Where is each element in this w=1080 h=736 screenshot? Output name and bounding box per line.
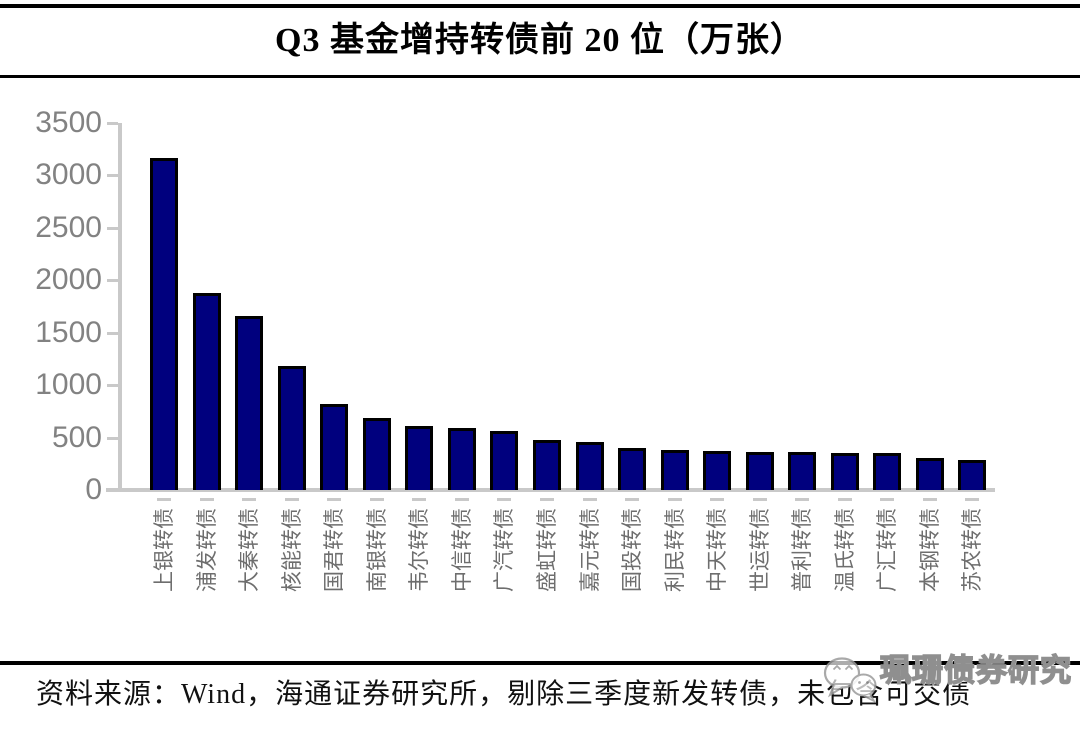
y-axis-tick-label: 1500 <box>35 316 102 349</box>
footer-rule <box>0 661 1080 665</box>
x-axis-tick <box>795 498 809 501</box>
x-axis-tick <box>625 498 639 501</box>
y-axis-tick-label: 1000 <box>35 368 102 401</box>
x-axis-tick <box>200 498 214 501</box>
bar-世运转债 <box>746 452 774 490</box>
x-axis-label: 中天转债 <box>705 508 729 592</box>
y-axis-line <box>118 123 122 492</box>
x-axis-tick <box>242 498 256 501</box>
x-axis-tick <box>412 498 426 501</box>
x-axis-label: 世运转债 <box>748 508 772 592</box>
x-axis-label: 国君转债 <box>322 508 346 592</box>
x-axis-label: 盛虹转债 <box>535 508 559 592</box>
bar-盛虹转债 <box>533 440 561 490</box>
x-axis-label: 嘉元转债 <box>578 508 602 592</box>
bar-国投转债 <box>618 448 646 490</box>
x-axis-line <box>106 488 995 492</box>
y-axis-tick <box>107 279 118 282</box>
x-axis-tick <box>327 498 341 501</box>
x-axis-tick <box>285 498 299 501</box>
bar-中信转债 <box>448 428 476 490</box>
y-axis-tick <box>107 384 118 387</box>
bar-普利转债 <box>788 452 816 490</box>
bar-广汽转债 <box>490 431 518 490</box>
y-axis-tick-label: 2500 <box>35 211 102 244</box>
x-axis-tick <box>668 498 682 501</box>
y-axis-tick-label: 3500 <box>35 106 102 139</box>
x-axis-label: 浦发转债 <box>195 508 219 592</box>
x-axis-tick <box>838 498 852 501</box>
bar-韦尔转债 <box>405 426 433 490</box>
chart-title: Q3 基金增持转债前 20 位（万张） <box>275 22 805 59</box>
x-axis-label: 上银转债 <box>152 508 176 592</box>
bar-中天转债 <box>703 451 731 490</box>
x-axis-label: 本钢转债 <box>918 508 942 592</box>
y-axis-tick <box>107 437 118 440</box>
bar-浦发转债 <box>193 293 221 490</box>
x-axis-label: 中信转债 <box>450 508 474 592</box>
x-axis-tick <box>583 498 597 501</box>
x-axis-tick <box>455 498 469 501</box>
x-axis-tick <box>753 498 767 501</box>
bar-利民转债 <box>661 450 689 490</box>
x-axis-tick <box>540 498 554 501</box>
bar-本钢转债 <box>916 458 944 490</box>
bar-chart: 0 500 1000 1500 2000 2500 3000 3500 上银转债 浦发转债 大秦转债… <box>0 80 1080 655</box>
y-axis-tick-label: 3000 <box>35 158 102 191</box>
y-axis-tick <box>107 122 118 125</box>
x-axis-tick <box>923 498 937 501</box>
title-underline-rule <box>0 75 1080 78</box>
x-axis-tick <box>157 498 171 501</box>
top-rule <box>0 4 1080 8</box>
y-axis-tick <box>107 227 118 230</box>
bar-广汇转债 <box>873 453 901 490</box>
y-axis-tick <box>107 332 118 335</box>
x-axis-label: 韦尔转债 <box>407 508 431 592</box>
y-axis-tick-label: 2000 <box>35 263 102 296</box>
x-axis-label: 核能转债 <box>280 508 304 592</box>
bar-国君转债 <box>320 404 348 490</box>
bar-核能转债 <box>278 366 306 490</box>
y-axis-tick <box>107 174 118 177</box>
bar-南银转债 <box>363 418 391 490</box>
x-axis-label: 普利转债 <box>790 508 814 592</box>
bar-上银转债 <box>150 158 178 490</box>
x-axis-label: 温氏转债 <box>833 508 857 592</box>
x-axis-label: 利民转债 <box>663 508 687 592</box>
x-axis-label: 广汇转债 <box>875 508 899 592</box>
x-axis-tick <box>880 498 894 501</box>
y-axis-tick-label: 500 <box>51 421 102 454</box>
x-axis-label: 南银转债 <box>365 508 389 592</box>
x-axis-tick <box>370 498 384 501</box>
x-axis-label: 广汽转债 <box>492 508 516 592</box>
x-axis-tick <box>965 498 979 501</box>
x-axis-label: 苏农转债 <box>960 508 984 592</box>
x-axis-label: 大秦转债 <box>237 508 261 592</box>
y-axis-tick <box>107 489 118 492</box>
x-axis-label: 国投转债 <box>620 508 644 592</box>
bar-苏农转债 <box>958 460 986 490</box>
bar-温氏转债 <box>831 453 859 490</box>
x-axis-tick <box>710 498 724 501</box>
bar-大秦转债 <box>235 316 263 490</box>
y-axis-tick-label: 0 <box>85 473 102 506</box>
x-axis-tick <box>497 498 511 501</box>
bar-嘉元转债 <box>576 442 604 490</box>
source-note: 资料来源：Wind，海通证券研究所，剔除三季度新发转债，未包含可交债 <box>36 679 972 710</box>
